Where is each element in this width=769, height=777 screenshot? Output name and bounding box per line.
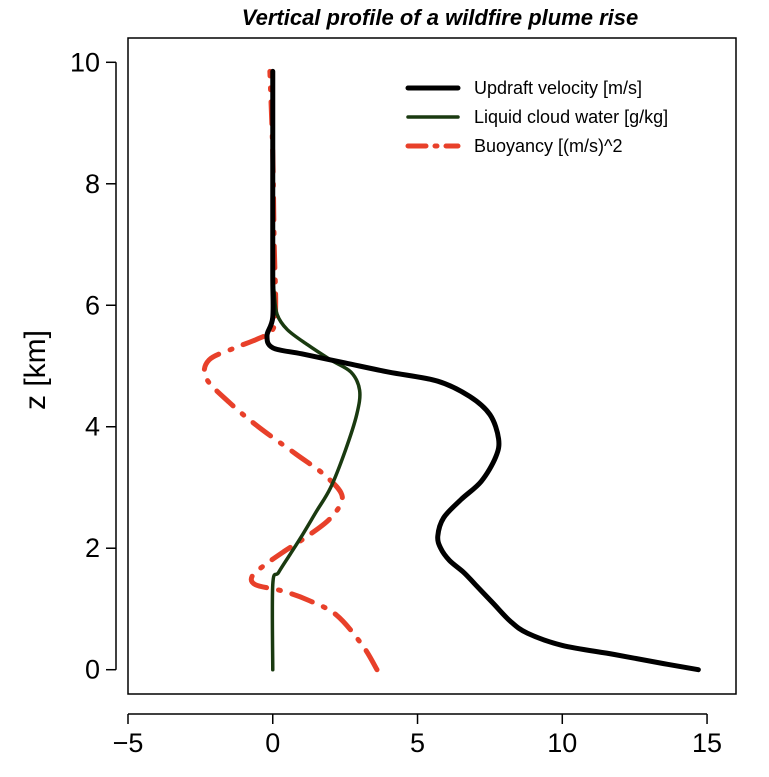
y-tick-label: 4 xyxy=(85,412,100,442)
y-tick-label: 0 xyxy=(85,655,100,685)
x-tick-label: −5 xyxy=(113,728,144,758)
y-axis: 0 2 4 6 8 10 xyxy=(70,47,117,685)
series-line-liquid-cloud-water xyxy=(270,69,362,672)
series-line-buoyancy xyxy=(201,68,380,673)
chart-title: Vertical profile of a wildfire plume ris… xyxy=(242,5,639,30)
series-line-updraft-velocity xyxy=(264,68,701,673)
plot-frame xyxy=(127,37,737,695)
y-tick-label: 8 xyxy=(85,169,100,199)
x-tick-label: 15 xyxy=(692,728,722,758)
legend-label: Liquid cloud water [g/kg] xyxy=(474,107,668,127)
y-tick-label: 10 xyxy=(70,47,100,77)
legend-label: Updraft velocity [m/s] xyxy=(474,78,642,98)
series-layer xyxy=(201,68,701,673)
y-axis-label: z [km] xyxy=(19,330,52,410)
legend: Updraft velocity [m/s] Liquid cloud water… xyxy=(405,78,668,156)
legend-label: Buoyancy [(m/s)^2 xyxy=(474,136,623,156)
y-tick-label: 6 xyxy=(85,290,100,320)
x-tick-label: 5 xyxy=(410,728,425,758)
x-tick-label: 10 xyxy=(547,728,577,758)
x-tick-label: 0 xyxy=(265,728,280,758)
x-axis: −5 0 5 10 15 xyxy=(113,713,722,758)
y-tick-label: 2 xyxy=(85,533,100,563)
